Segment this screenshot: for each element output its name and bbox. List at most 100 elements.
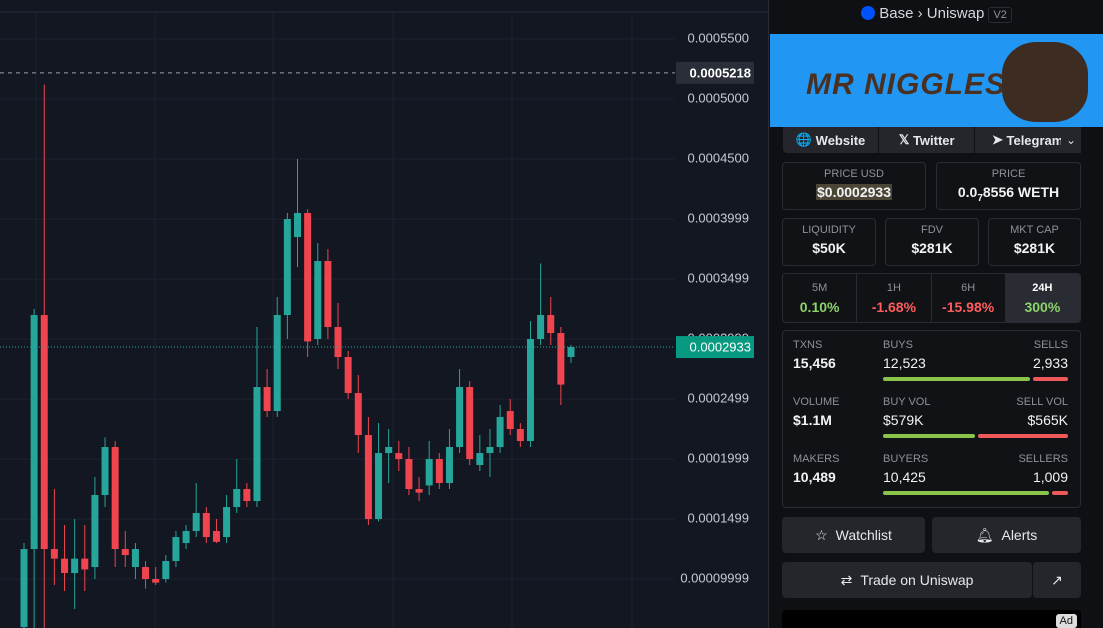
value: $0.0002933 — [816, 184, 892, 200]
timeframe-label: 1H — [886, 282, 901, 294]
metric-value: $50K — [812, 240, 846, 256]
candle-body — [111, 447, 119, 550]
price-native: PRICE 0.078556 WETH — [936, 162, 1081, 210]
dex[interactable]: Uniswap — [926, 5, 985, 22]
candle-body — [50, 549, 58, 559]
high-marker-tag — [676, 61, 754, 84]
label: PRICE — [991, 168, 1026, 180]
stat-left: BUY VOL $579K — [883, 396, 931, 428]
timeframe-label: 6H — [961, 282, 976, 294]
chain-icon — [861, 6, 876, 20]
candle-body — [334, 327, 342, 358]
ratio-bar — [1033, 377, 1068, 381]
candle-body — [476, 453, 484, 466]
timeframe-change: -1.68% — [871, 299, 917, 315]
external-link[interactable]: ↗ — [1032, 562, 1081, 598]
candle-body — [131, 549, 139, 568]
candle-body — [212, 531, 220, 542]
candle-body — [456, 387, 464, 448]
candle-body — [30, 315, 38, 550]
candle-body — [172, 537, 180, 562]
candle-body — [354, 393, 362, 436]
metric-label: LIQUIDITY — [802, 224, 856, 236]
candle-body — [304, 213, 312, 342]
candle-body — [61, 558, 69, 574]
candle-body — [445, 447, 453, 484]
watchlist-button[interactable]: ☆ Watchlist — [782, 517, 925, 553]
candle-body — [273, 315, 281, 412]
candle-body — [81, 558, 89, 570]
last-price-label: 0.0002933 — [690, 339, 751, 354]
stat-label: BUYS — [883, 339, 913, 351]
links-more[interactable]: ⌄ — [1061, 127, 1081, 153]
y-tick-label: 0.0004500 — [688, 150, 749, 165]
stat-value: 10,425 — [883, 469, 926, 485]
stat-left: BUYS 12,523 — [883, 339, 926, 371]
price-usd: PRICE USD $0.0002933 — [782, 162, 926, 210]
timeframe-tab[interactable]: 1H -1.68% — [857, 274, 932, 322]
stat-label: SELLERS — [1018, 453, 1068, 465]
stat-total: TXNS 15,456 — [793, 339, 836, 371]
stat-right: SELL VOL $565K — [1016, 396, 1068, 428]
stat-total: VOLUME $1.1M — [793, 396, 839, 428]
label: PRICE USD — [824, 168, 884, 180]
candle-body — [395, 453, 403, 460]
timeframe-label: 24H — [1032, 282, 1053, 294]
candle-body — [40, 315, 48, 550]
timeframe-tab[interactable]: 5M 0.10% — [783, 274, 858, 322]
label: Watchlist — [835, 527, 892, 543]
candle-body — [405, 459, 413, 490]
stat-value: $1.1M — [793, 412, 832, 428]
pair-header: Base › Uniswap V2 — [769, 5, 1103, 23]
alerts-button[interactable]: 🔔︎ Alerts — [932, 517, 1081, 553]
link-text: Telegram — [1006, 132, 1064, 148]
stat-value: 10,489 — [793, 469, 836, 485]
ad-box: Ad — [782, 610, 1081, 628]
candle-body — [202, 513, 210, 538]
price-chart: 0.0005500 0.0005000 0.0004500 0.0003999 0.00… — [0, 11, 768, 628]
candle-body — [526, 339, 534, 442]
candle-body — [142, 567, 150, 580]
metric-box: FDV $281K — [885, 218, 979, 266]
stat-label: VOLUME — [793, 396, 840, 408]
banner-cat — [1002, 42, 1088, 122]
ratio-bar — [883, 491, 1049, 495]
link-website[interactable]: 🌐 Website — [783, 127, 880, 153]
timeframe-change: 0.10% — [799, 299, 840, 315]
stats: TXNS 15,456 BUYS 12,523 SELLS 2,933 VOLUME $1.1… — [782, 330, 1081, 508]
metric-box: LIQUIDITY $50K — [782, 218, 876, 266]
metric-label: MKT CAP — [1010, 224, 1059, 236]
candle-body — [152, 579, 160, 583]
stat-left: BUYERS 10,425 — [883, 453, 928, 485]
timeframe-tab[interactable]: 24H 300% — [1005, 274, 1080, 322]
value-prefix: 0.0 — [957, 184, 978, 200]
stat-value: 12,523 — [883, 355, 926, 371]
candle-body — [192, 513, 200, 532]
candle-body — [547, 315, 555, 334]
last-price-tag — [676, 336, 754, 359]
timeframes: 5M 0.10% 1H -1.68% 6H -15.98% 24H 300% — [782, 273, 1081, 323]
candle-body — [101, 447, 109, 496]
ratio-bar — [883, 377, 1031, 381]
y-tick-label: 0.00009999 — [680, 570, 749, 585]
candle-body — [263, 387, 271, 412]
banner: MR NIGGLES — [770, 34, 1103, 127]
stat-label: BUYERS — [883, 453, 929, 465]
candle-body — [20, 549, 28, 628]
link-twitter[interactable]: 𝕏 Twitter — [879, 127, 976, 153]
candle-body — [506, 411, 514, 430]
chain[interactable]: Base — [879, 5, 914, 22]
label: Trade on Uniswap — [860, 572, 974, 588]
value-rest: 8556 WETH — [982, 184, 1060, 200]
timeframe-change: -15.98% — [942, 299, 995, 315]
y-tick-label: 0.0005000 — [688, 90, 749, 105]
candle-body — [466, 387, 474, 460]
stat-label: BUY VOL — [883, 396, 931, 408]
metric-value: $281K — [1013, 240, 1056, 256]
ratio-bar — [1051, 491, 1068, 495]
timeframe-tab[interactable]: 6H -15.98% — [932, 274, 1006, 322]
trade-button[interactable]: ⇄ Trade on Uniswap — [782, 562, 1032, 598]
timeframe-change: 300% — [1024, 299, 1061, 315]
metric-value: $281K — [911, 240, 953, 256]
